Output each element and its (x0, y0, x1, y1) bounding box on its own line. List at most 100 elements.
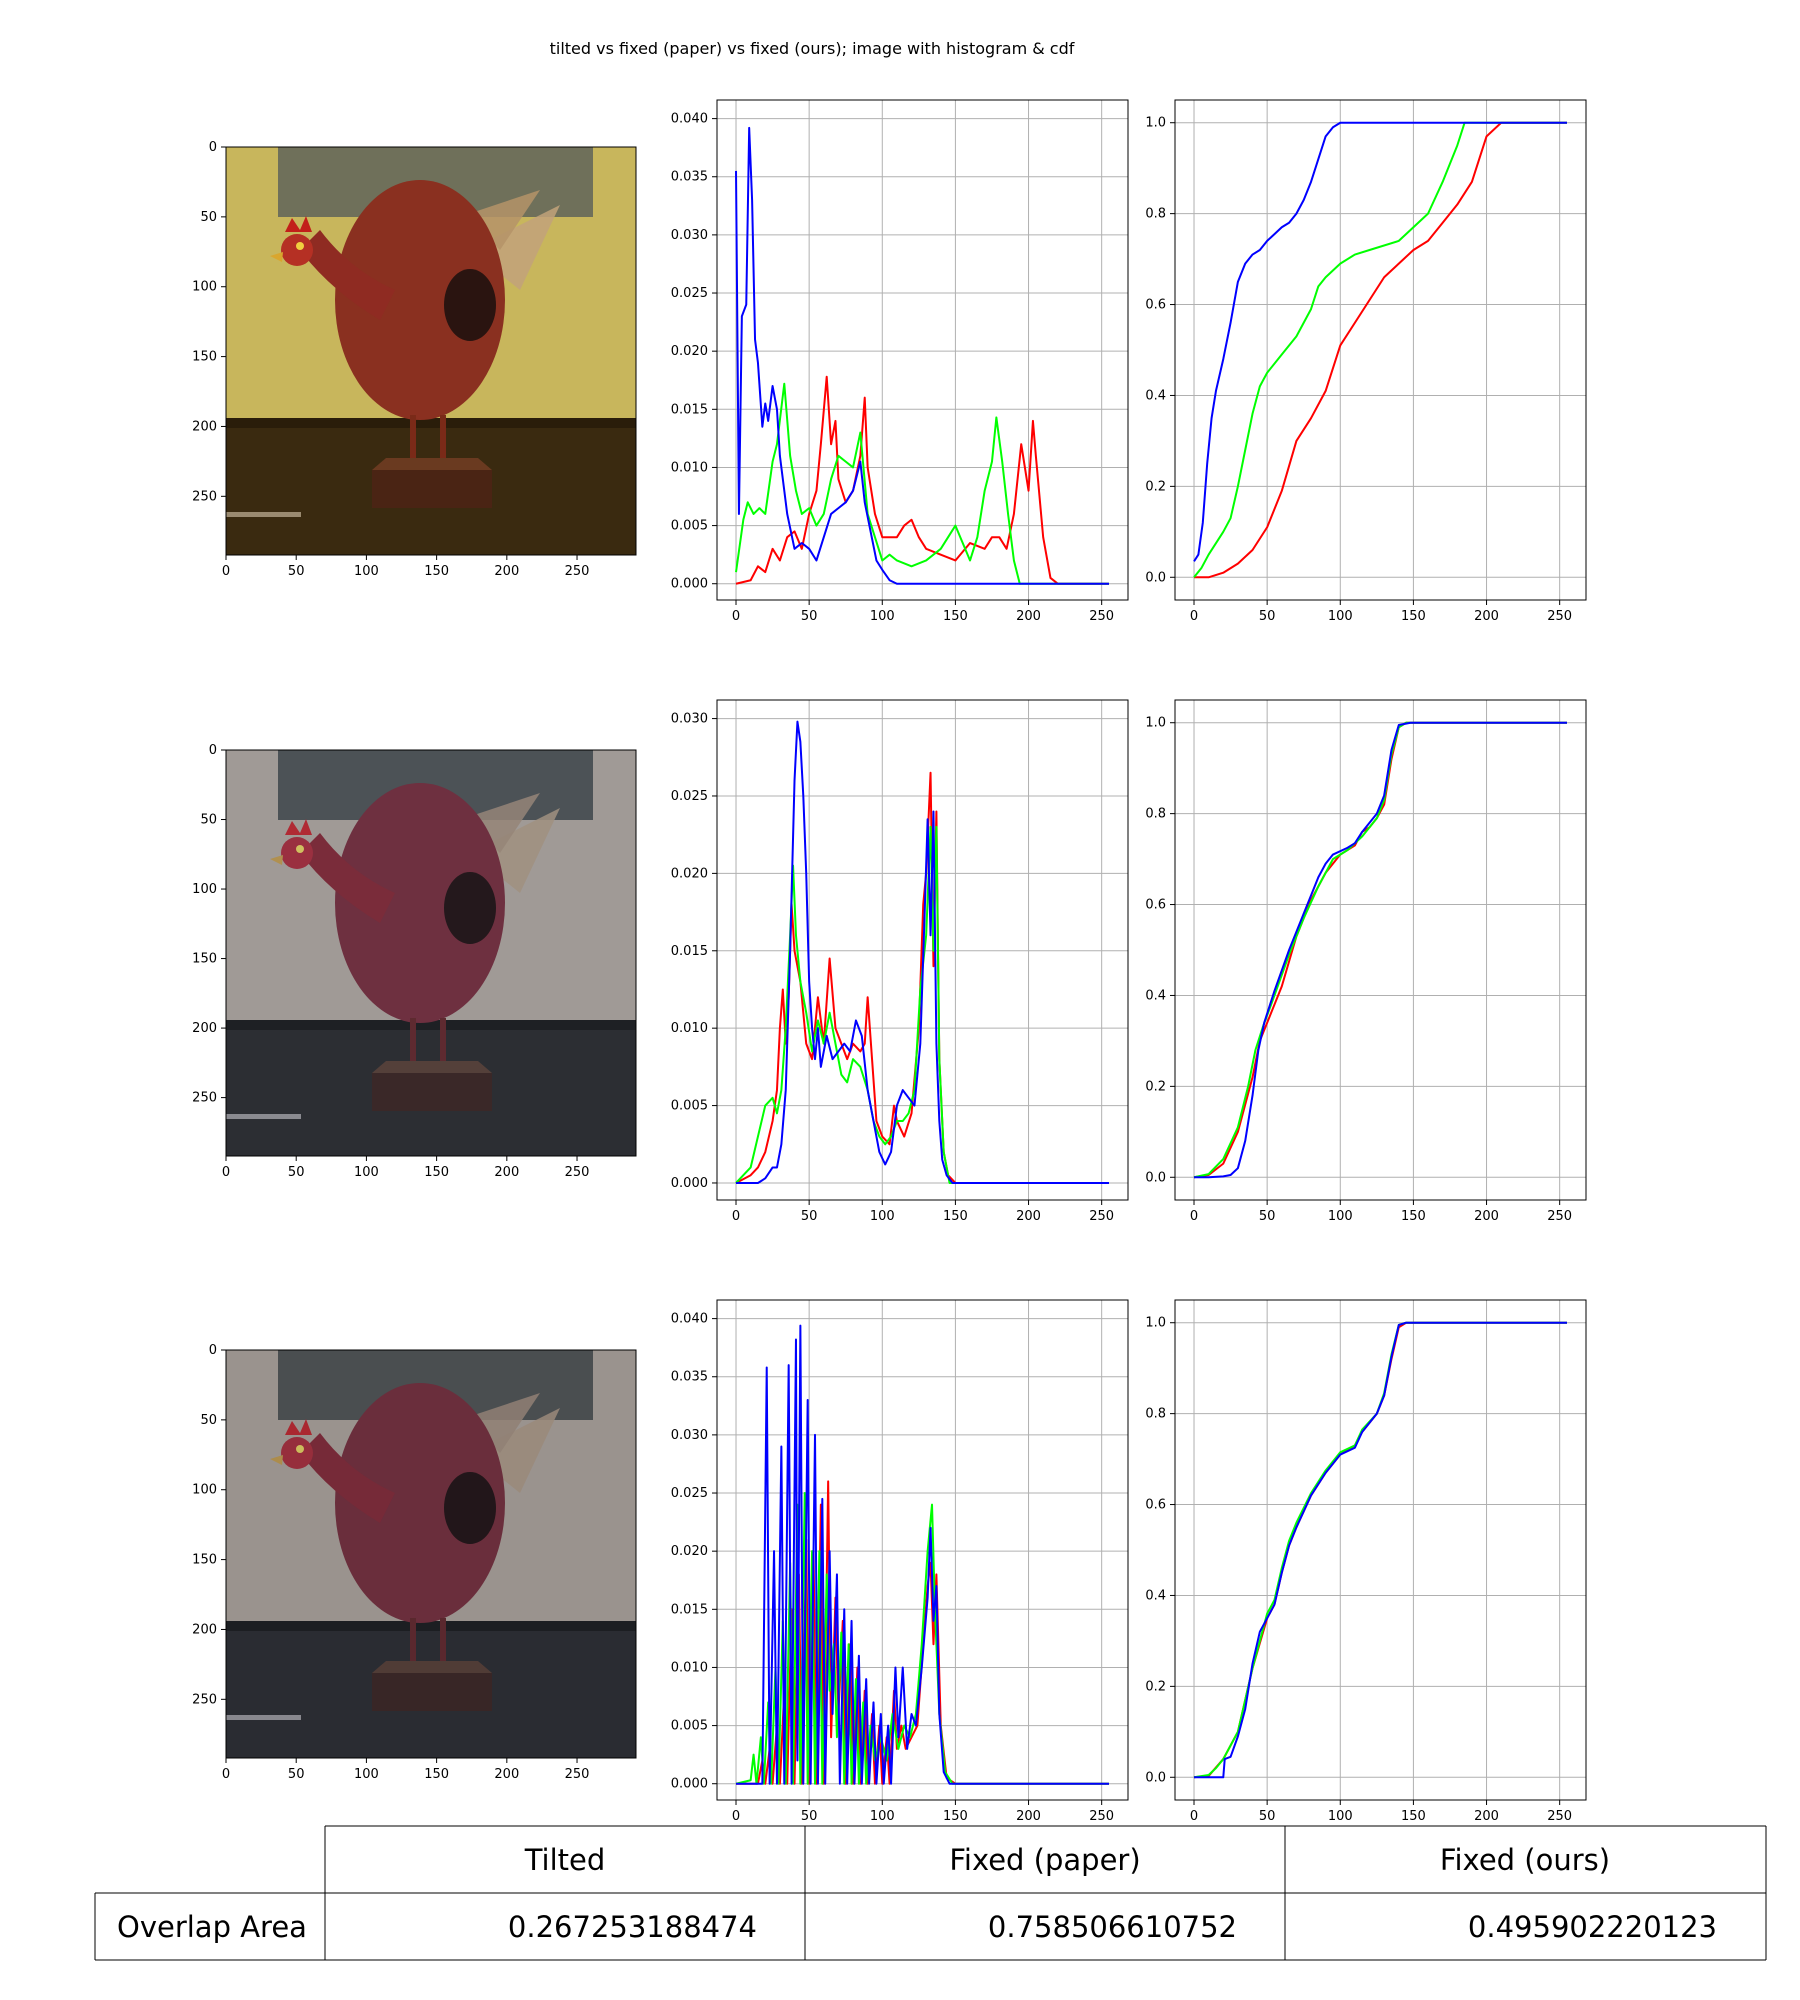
image-frame-1 (225, 146, 637, 556)
y-tick-label: 0.8 (1145, 207, 1166, 222)
series-line-red (735, 375, 1109, 585)
y-tick-label: 0.4 (1145, 388, 1166, 403)
y-tick-label: 200 (192, 1622, 217, 1637)
x-tick-label: 50 (801, 609, 818, 624)
series-group (1193, 721, 1567, 1179)
chart-row3-cdf: 0 50 100 150 200 250 0.0 0.2 0.4 0.6 0.8 1.0 (1145, 1299, 1587, 1824)
x-tick-label: 50 (288, 564, 305, 579)
axes-frame (1174, 699, 1587, 1201)
x-tick-label: 150 (424, 1767, 449, 1782)
y-tick-label: 250 (192, 1091, 217, 1106)
image-panel-1 (226, 147, 636, 555)
y-tick-label: 0.030 (671, 228, 708, 243)
y-tick-label: 0.020 (671, 866, 708, 881)
chart-row1-cdf: 0 50 100 150 200 250 0.0 0.2 0.4 0.6 0.8 1.0 (1145, 99, 1587, 624)
y-tick-label: 0.040 (671, 1312, 708, 1327)
image-frame-2 (225, 749, 637, 1157)
y-tick-label: 150 (192, 952, 217, 967)
x-tick-label: 0 (222, 1767, 230, 1782)
x-tick-label: 200 (494, 564, 519, 579)
y-tick-label: 0.005 (671, 1719, 708, 1734)
table-row-label: Overlap Area (117, 1910, 307, 1944)
x-tick-label: 250 (1089, 609, 1114, 624)
x-tick-label: 0 (732, 609, 740, 624)
y-tick-label: 0.030 (671, 712, 708, 727)
x-tick-label: 250 (1547, 609, 1572, 624)
y-tick-label: 50 (200, 813, 217, 828)
y-tick-label: 0.6 (1145, 298, 1166, 313)
y-tick-label: 0.025 (671, 1486, 708, 1501)
x-tick-label: 200 (1016, 609, 1041, 624)
x-tick-label: 250 (565, 1767, 590, 1782)
table-header-fixed-paper: Fixed (paper) (949, 1843, 1140, 1877)
series-line-green (1193, 1321, 1567, 1779)
series-line-blue (736, 1324, 1109, 1785)
axes-frame (716, 99, 1129, 601)
y-tick-label: 0.025 (671, 789, 708, 804)
x-tick-label: 100 (354, 564, 379, 579)
y-tick-label: 100 (192, 280, 217, 295)
y-tick-label: 0.005 (671, 519, 708, 534)
y-tick-label: 0.010 (671, 1021, 708, 1036)
x-tick-label: 150 (424, 564, 449, 579)
y-tick-label: 0.2 (1145, 479, 1166, 494)
axes-frame (1174, 99, 1587, 601)
x-tick-label: 200 (494, 1165, 519, 1180)
x-tick-label: 50 (288, 1165, 305, 1180)
x-tick-label: 100 (1328, 1209, 1353, 1224)
x-tick-label: 250 (1089, 1809, 1114, 1824)
table-header-tilted: Tilted (524, 1843, 606, 1877)
y-tick-label: 1.0 (1145, 1316, 1166, 1331)
image-panel-3 (226, 1350, 636, 1758)
series-group (1193, 1321, 1567, 1779)
y-tick-label: 0.040 (671, 112, 708, 127)
y-tick-label: 100 (192, 1483, 217, 1498)
chart-row2-histogram: 0 50 100 150 200 250 0.000 0.005 0.010 0.015 0.020… (671, 699, 1129, 1224)
series-line-blue (1194, 721, 1567, 1179)
series-group (1193, 121, 1567, 579)
series-group (735, 126, 1109, 585)
y-tick-label: 0.010 (671, 460, 708, 475)
y-tick-label: 0.015 (671, 1602, 708, 1617)
y-tick-label: 0.035 (671, 1370, 708, 1385)
x-tick-label: 150 (943, 609, 968, 624)
y-tick-label: 0.010 (671, 1660, 708, 1675)
x-tick-label: 250 (1547, 1209, 1572, 1224)
y-tick-label: 0.035 (671, 170, 708, 185)
table-header-fixed-ours: Fixed (ours) (1440, 1843, 1610, 1877)
y-tick-label: 200 (192, 1021, 217, 1036)
rooster-figurine-icon (226, 1383, 560, 1720)
x-tick-label: 150 (943, 1809, 968, 1824)
x-tick-label: 50 (1259, 609, 1276, 624)
x-tick-label: 250 (565, 564, 590, 579)
x-tick-label: 200 (494, 1767, 519, 1782)
image-panel-2 (226, 750, 636, 1156)
series-line-red (735, 771, 1109, 1184)
x-tick-label: 100 (1328, 609, 1353, 624)
image-axis-2: 0 50 100 150 200 250 0 50 100 150 200 250 (192, 743, 589, 1180)
y-tick-label: 0.8 (1145, 807, 1166, 822)
x-tick-label: 0 (222, 1165, 230, 1180)
x-tick-label: 50 (1259, 1209, 1276, 1224)
chart-row3-histogram: 0 50 100 150 200 250 0.000 0.005 0.010 0.015 0.020… (671, 1299, 1129, 1824)
x-tick-label: 100 (870, 609, 895, 624)
x-tick-label: 200 (1016, 1809, 1041, 1824)
y-tick-label: 0 (209, 140, 217, 155)
x-tick-label: 100 (870, 1209, 895, 1224)
x-tick-label: 50 (1259, 1809, 1276, 1824)
y-tick-label: 250 (192, 489, 217, 504)
series-line-red (1194, 121, 1567, 579)
x-tick-label: 100 (354, 1165, 379, 1180)
table-cell-tilted: 0.267253188474 (508, 1910, 757, 1944)
y-tick-label: 0.4 (1145, 1588, 1166, 1603)
x-tick-label: 250 (565, 1165, 590, 1180)
y-tick-label: 0.2 (1145, 1079, 1166, 1094)
x-tick-label: 0 (1190, 1209, 1198, 1224)
y-tick-label: 0.015 (671, 944, 708, 959)
x-tick-label: 50 (288, 1767, 305, 1782)
series-group (735, 720, 1109, 1184)
y-tick-label: 150 (192, 350, 217, 365)
x-tick-label: 100 (870, 1809, 895, 1824)
x-tick-label: 0 (732, 1209, 740, 1224)
series-line-blue (1194, 1321, 1567, 1779)
